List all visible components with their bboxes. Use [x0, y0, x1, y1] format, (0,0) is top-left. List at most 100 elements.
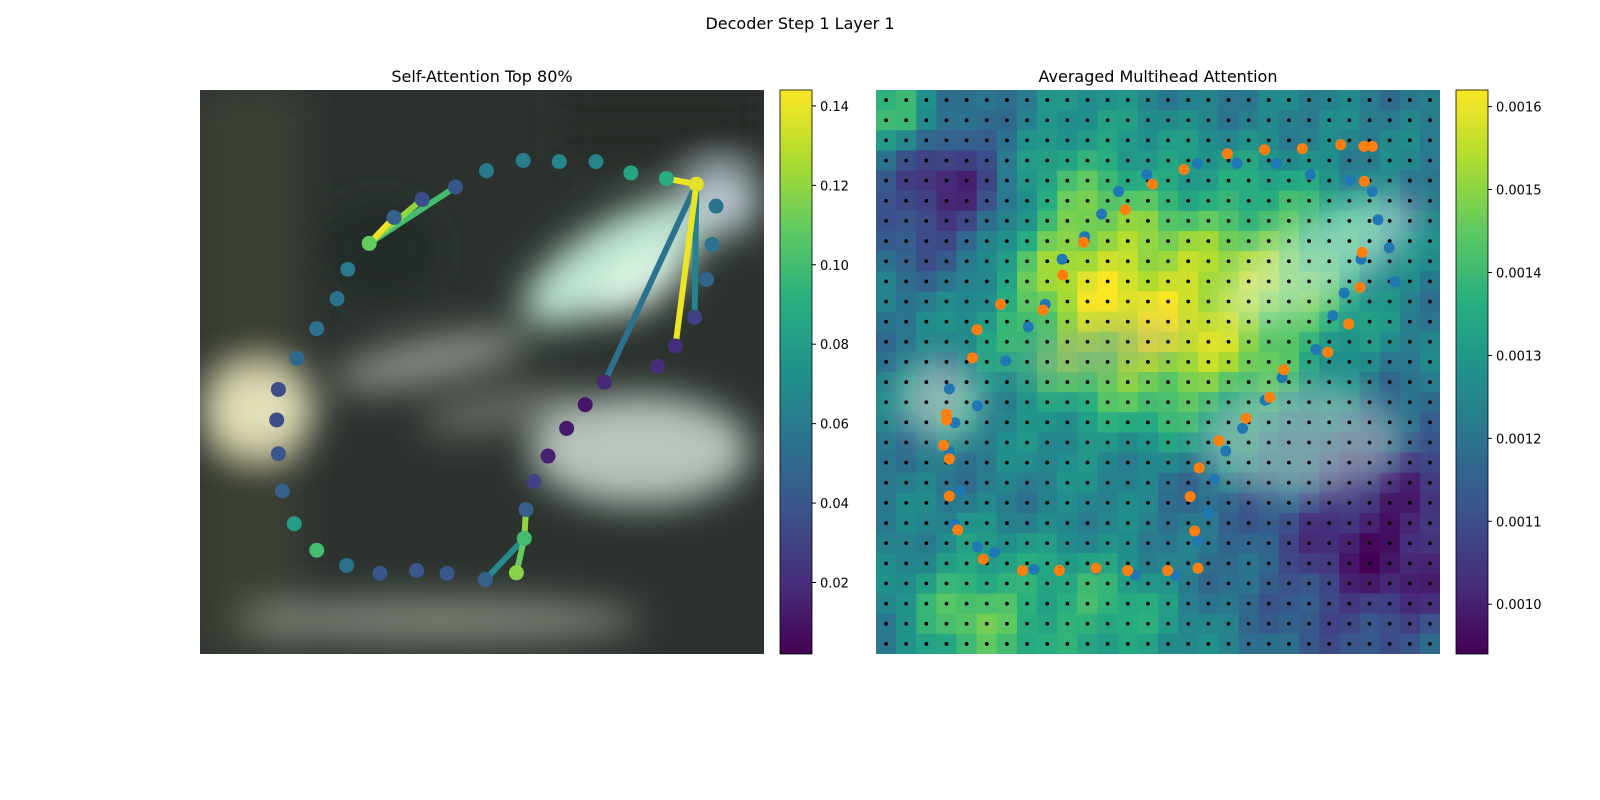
grid-dot	[1206, 480, 1211, 485]
grid-dot	[1266, 541, 1271, 546]
series-point	[1327, 310, 1339, 322]
grid-dot	[1005, 98, 1009, 102]
grid-dot	[984, 642, 989, 646]
grid-dot	[944, 541, 949, 546]
grid-dot	[924, 259, 929, 264]
grid-dot	[1005, 400, 1009, 405]
grid-dot	[1045, 440, 1050, 445]
grid-dot	[1085, 219, 1090, 223]
grid-dot	[1105, 380, 1110, 384]
grid-dot	[1266, 561, 1271, 566]
grid-dot	[904, 198, 909, 203]
grid-dot	[1266, 239, 1271, 243]
grid-dot	[1186, 541, 1191, 546]
grid-dot	[1287, 118, 1291, 123]
grid-dot	[1428, 420, 1432, 425]
grid-dot	[1367, 339, 1372, 344]
grid-dot	[1428, 219, 1432, 223]
grid-dot	[1347, 541, 1352, 546]
grid-dot	[924, 178, 929, 183]
grid-dot	[1387, 601, 1392, 606]
grid-dot	[1226, 621, 1231, 626]
grid-dot	[1105, 98, 1110, 102]
grid-dot	[1146, 541, 1150, 546]
grid-dot	[904, 178, 909, 183]
contour-point	[649, 358, 665, 374]
grid-dot	[1206, 98, 1211, 102]
grid-dot	[1428, 501, 1432, 505]
grid-dot	[1246, 360, 1251, 364]
grid-dot	[1246, 259, 1251, 264]
grid-dot	[1105, 601, 1110, 606]
grid-dot	[1367, 501, 1372, 505]
grid-dot	[1287, 460, 1291, 465]
grid-dot	[1407, 561, 1412, 566]
grid-dot	[1387, 420, 1392, 425]
grid-dot	[1085, 460, 1090, 465]
grid-dot	[1428, 239, 1432, 243]
grid-dot	[1085, 480, 1090, 485]
grid-dot	[1146, 259, 1150, 264]
grid-dot	[1287, 158, 1291, 163]
grid-dot	[1246, 521, 1251, 525]
contour-point	[270, 381, 286, 397]
grid-dot	[1407, 339, 1412, 344]
grid-dot	[1428, 98, 1432, 102]
attention-edge	[601, 181, 700, 386]
grid-dot	[924, 400, 929, 405]
grid-dot	[1407, 420, 1412, 425]
series-point	[1310, 343, 1322, 355]
grid-dot	[1186, 521, 1191, 525]
grid-dot	[1226, 158, 1231, 163]
grid-dot	[1146, 460, 1150, 465]
grid-dot	[884, 360, 888, 364]
grid-dot	[1125, 420, 1130, 425]
grid-dot	[1307, 198, 1311, 203]
grid-dot	[1166, 118, 1170, 123]
grid-dot	[1387, 259, 1392, 264]
grid-dot	[1246, 178, 1251, 183]
grid-dot	[1428, 400, 1432, 405]
grid-dot	[964, 541, 969, 546]
grid-dot	[1045, 138, 1050, 143]
series-point	[1208, 473, 1220, 485]
grid-dot	[1407, 279, 1412, 284]
grid-dot	[904, 480, 909, 485]
grid-dot	[1045, 400, 1050, 405]
grid-dot	[1085, 561, 1090, 566]
grid-dot	[1065, 178, 1070, 183]
grid-dot	[964, 642, 969, 646]
grid-dot	[1266, 360, 1271, 364]
grid-dot	[1327, 259, 1332, 264]
grid-dot	[1246, 460, 1251, 465]
grid-dot	[1065, 400, 1070, 405]
grid-dot	[924, 198, 929, 203]
grid-dot	[1287, 501, 1291, 505]
grid-dot	[1065, 98, 1070, 102]
grid-dot	[904, 380, 909, 384]
grid-dot	[1266, 501, 1271, 505]
grid-dot	[1206, 219, 1211, 223]
grid-dot	[1307, 480, 1311, 485]
grid-dot	[904, 138, 909, 143]
grid-dot	[904, 239, 909, 243]
grid-dot	[884, 98, 888, 102]
grid-dot	[1186, 259, 1191, 264]
grid-dot	[1065, 581, 1070, 586]
grid-dot	[1025, 400, 1029, 405]
series-point	[1000, 355, 1012, 367]
grid-dot	[1327, 98, 1332, 102]
grid-dot	[1065, 501, 1070, 505]
grid-dot	[1327, 360, 1332, 364]
grid-dot	[1428, 621, 1432, 626]
series-point	[1240, 412, 1252, 424]
grid-dot	[1428, 158, 1432, 163]
grid-dot	[1226, 360, 1231, 364]
grid-dot	[1327, 158, 1332, 163]
grid-dot	[1186, 420, 1191, 425]
grid-dot	[1407, 319, 1412, 324]
grid-dot	[1105, 561, 1110, 566]
left-colorbar-ticks: 0.02 0.04 0.06 0.08 0.10 0.12 0.14	[812, 100, 849, 592]
grid-dot	[964, 601, 969, 606]
grid-dot	[1065, 299, 1070, 304]
